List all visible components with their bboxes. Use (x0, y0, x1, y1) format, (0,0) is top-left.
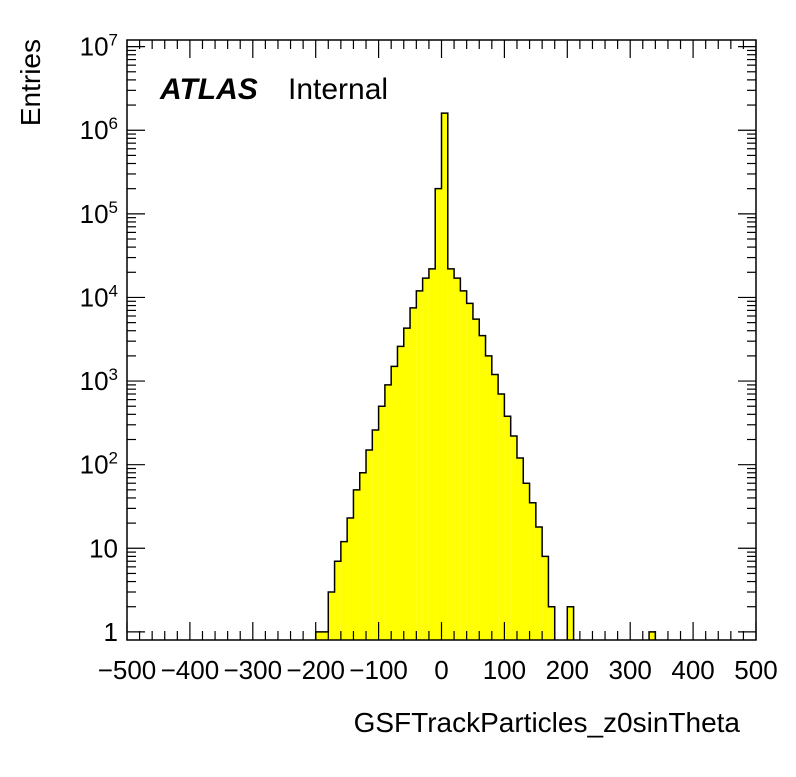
atlas-label: ATLAS (159, 73, 258, 106)
histogram-bar (353, 489, 360, 640)
histogram-bar (391, 366, 398, 640)
histogram-bar (542, 556, 549, 640)
histogram-bar (548, 606, 555, 640)
histogram-bar (479, 335, 486, 640)
histogram-bar (410, 307, 417, 640)
y-tick-label: 103 (80, 365, 118, 396)
histogram-bar (328, 592, 335, 640)
histogram-bar (523, 483, 530, 640)
histogram-bar (516, 458, 524, 640)
x-tick-label: −400 (161, 655, 220, 685)
histogram-bar (397, 346, 404, 640)
histogram-bar (649, 631, 656, 640)
histogram-bar (535, 526, 543, 640)
histogram-bar (491, 374, 499, 640)
x-tick-label: 300 (609, 655, 652, 685)
x-tick-label: −100 (349, 655, 408, 685)
histogram-bar (454, 278, 461, 640)
histogram-bar (372, 429, 379, 640)
histogram-bar (510, 436, 517, 640)
histogram-bar (403, 328, 411, 640)
histogram-bar (416, 290, 423, 640)
histogram-bar (422, 278, 429, 640)
y-axis-title: Entries (15, 39, 46, 126)
x-tick-label: 100 (483, 655, 526, 685)
histogram-bar (485, 355, 492, 640)
histogram-bar (567, 606, 574, 640)
y-tick-label: 106 (80, 114, 118, 145)
histogram-bar (529, 502, 536, 640)
histogram-bar (366, 449, 373, 640)
histogram-bar (504, 416, 511, 640)
x-tick-label: 200 (546, 655, 589, 685)
histogram-bars (315, 113, 656, 640)
internal-label: Internal (288, 73, 388, 106)
histogram-bar (498, 394, 505, 640)
y-tick-label: 1 (104, 617, 118, 647)
histogram-bar (472, 319, 480, 640)
x-tick-labels: −500 −400 −300 −200 −100 0 100 200 300 400 500 (98, 655, 778, 685)
x-tick-label: −200 (286, 655, 345, 685)
y-tick-label: 105 (80, 198, 118, 229)
histogram-bar (315, 631, 322, 640)
plot-frame (126, 39, 757, 641)
x-tick-label: −500 (98, 655, 157, 685)
histogram-bar (321, 631, 329, 640)
histogram-bar (441, 113, 448, 640)
histogram-bar (384, 384, 392, 640)
y-tick-label: 104 (80, 281, 118, 312)
histogram-bar (435, 188, 442, 640)
y-tick-label: 102 (80, 449, 118, 480)
histogram-bar (447, 268, 455, 640)
y-tick-label: 107 (80, 31, 118, 62)
histogram-bar (466, 303, 473, 640)
histogram-bar (334, 561, 341, 640)
histogram-bar (347, 518, 354, 640)
x-tick-label: 400 (671, 655, 714, 685)
histogram-bar (340, 541, 348, 640)
x-tick-label: 0 (434, 655, 448, 685)
y-tick-label: 10 (89, 533, 118, 563)
y-tick-labels: 1 10 102 103 104 105 106 107 (80, 31, 118, 647)
x-tick-label: 500 (734, 655, 777, 685)
x-axis-title: GSFTrackParticles_z0sinTheta (354, 707, 741, 738)
histogram-bar (460, 290, 467, 640)
x-tick-label: −300 (224, 655, 283, 685)
histogram-bar (359, 472, 367, 640)
histogram-bar (378, 406, 385, 640)
histogram-bar (428, 268, 436, 640)
